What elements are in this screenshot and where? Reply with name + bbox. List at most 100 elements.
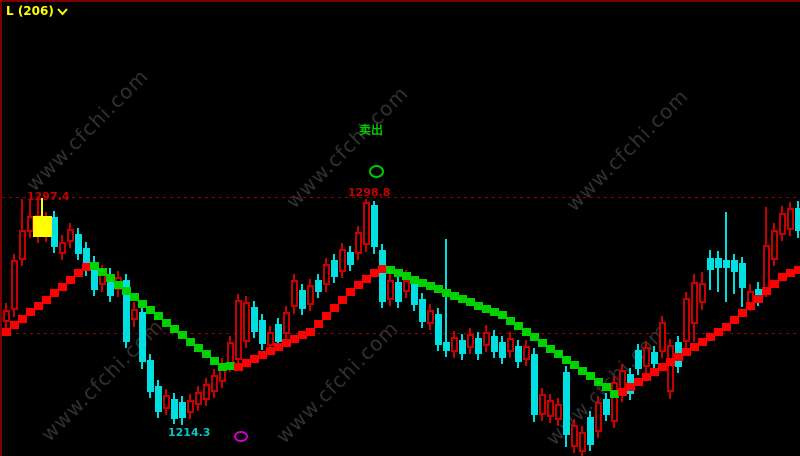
candle-body <box>187 400 194 413</box>
ma-step <box>210 357 219 365</box>
ma-step <box>738 309 747 317</box>
candle-wick <box>733 254 735 294</box>
ma-step <box>482 305 491 313</box>
candle-body <box>563 372 570 435</box>
candle-body <box>555 404 562 420</box>
ma-step <box>562 356 571 364</box>
ma-step <box>258 351 267 359</box>
candle-body <box>395 282 402 302</box>
candle-body <box>267 332 274 346</box>
candle-body <box>475 338 482 354</box>
candle-body <box>451 337 458 352</box>
ma-step <box>114 281 123 289</box>
candle-body <box>387 280 394 300</box>
ma-step <box>474 302 483 310</box>
candle-body <box>139 312 146 362</box>
candle-body <box>643 347 650 367</box>
candle-body <box>123 280 130 342</box>
ma-step <box>426 282 435 290</box>
ma-step <box>10 321 19 329</box>
ma-step <box>154 312 163 320</box>
ma-step <box>586 372 595 380</box>
ma-step <box>274 343 283 351</box>
ma-step <box>722 323 731 331</box>
ma-step <box>410 276 419 284</box>
candle-body <box>259 320 266 344</box>
ma-step <box>106 274 115 282</box>
ma-step <box>26 308 35 316</box>
candle-body <box>91 262 98 290</box>
candle-body <box>771 230 778 260</box>
candle-body <box>659 322 666 352</box>
candle-body <box>155 386 162 412</box>
candle-body <box>203 384 210 400</box>
ma-step <box>90 262 99 270</box>
ma-step <box>346 288 355 296</box>
candle-body <box>275 324 282 342</box>
candle-body <box>483 332 490 346</box>
ma-step <box>386 266 395 274</box>
candle-body <box>763 245 770 291</box>
ma-step <box>330 304 339 312</box>
ma-step <box>442 289 451 297</box>
ma-step <box>402 272 411 280</box>
ma-step <box>698 338 707 346</box>
candle-wick <box>445 239 447 357</box>
candle-body <box>283 312 290 334</box>
candle-body <box>67 229 74 242</box>
candle-body <box>419 299 426 322</box>
price-level-line <box>2 333 800 334</box>
ma-step <box>282 339 291 347</box>
ma-step <box>546 345 555 353</box>
ma-step <box>50 289 59 297</box>
ma-step <box>234 363 243 371</box>
sell-signal-label: 卖出 <box>359 123 384 137</box>
candle-body <box>667 345 674 392</box>
candle-body <box>75 234 82 254</box>
candle-body <box>691 282 698 324</box>
ma-step <box>370 269 379 277</box>
price-label-high2: 1298.8 <box>348 186 391 199</box>
candle-body <box>787 208 794 230</box>
candle-body <box>171 399 178 419</box>
candle-body <box>531 354 538 415</box>
candle-body <box>507 338 514 352</box>
ma-step <box>434 285 443 293</box>
ma-step <box>514 322 523 330</box>
ma-step <box>218 363 227 371</box>
candle-body <box>19 230 26 260</box>
ma-step <box>58 283 67 291</box>
ma-step <box>18 315 27 323</box>
ma-step <box>602 383 611 391</box>
candle-body <box>515 346 522 362</box>
ma-step <box>570 361 579 369</box>
candle-body <box>331 260 338 277</box>
ma-step <box>354 281 363 289</box>
candle-body <box>683 298 690 342</box>
candle-body <box>291 280 298 307</box>
ma-step <box>530 333 539 341</box>
ma-step <box>634 378 643 386</box>
candle-body <box>307 285 314 305</box>
ma-step <box>466 298 475 306</box>
candle-body <box>339 249 346 272</box>
indicator-dropdown[interactable]: L (206) <box>6 4 68 18</box>
ma-step <box>298 331 307 339</box>
ma-step <box>362 275 371 283</box>
ma-step <box>306 328 315 336</box>
ma-step <box>754 295 763 303</box>
candle-body <box>611 382 618 422</box>
ma-step <box>658 363 667 371</box>
candle-body <box>731 260 738 272</box>
candle-body <box>443 342 450 351</box>
ma-step <box>538 339 547 347</box>
ma-step <box>42 296 51 304</box>
candle-body <box>427 310 434 324</box>
ma-step <box>706 333 715 341</box>
ma-step <box>178 331 187 339</box>
ma-step <box>594 378 603 386</box>
ma-step <box>98 268 107 276</box>
candle-body <box>323 264 330 285</box>
